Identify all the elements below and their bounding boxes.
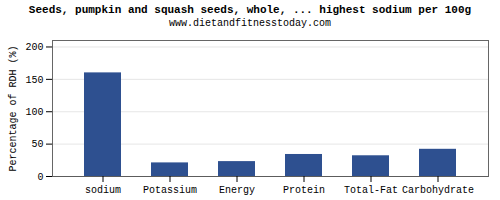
svg-text:Protein: Protein: [283, 185, 325, 196]
html-text:Seeds, pumpkin and squash seed: Seeds, pumpkin and squash seeds, whole, …: [28, 4, 472, 16]
svg-text:Carbohydrate: Carbohydrate: [402, 185, 474, 196]
svg-text:100: 100: [25, 107, 43, 118]
svg-text:Potassium: Potassium: [143, 185, 197, 196]
svg-text:50: 50: [31, 139, 43, 150]
svg-text:sodium: sodium: [85, 185, 121, 196]
svg-text:Energy: Energy: [219, 185, 255, 196]
html-text:www.dietandfitnesstoday.com: www.dietandfitnesstoday.com: [169, 18, 331, 29]
svg-text:150: 150: [25, 75, 43, 86]
svg-text:200: 200: [25, 42, 43, 53]
svg-text:0: 0: [37, 172, 43, 183]
svg-text:Percentage of RDH (%): Percentage of RDH (%): [8, 45, 19, 171]
svg-text:Total-Fat: Total-Fat: [344, 185, 398, 196]
